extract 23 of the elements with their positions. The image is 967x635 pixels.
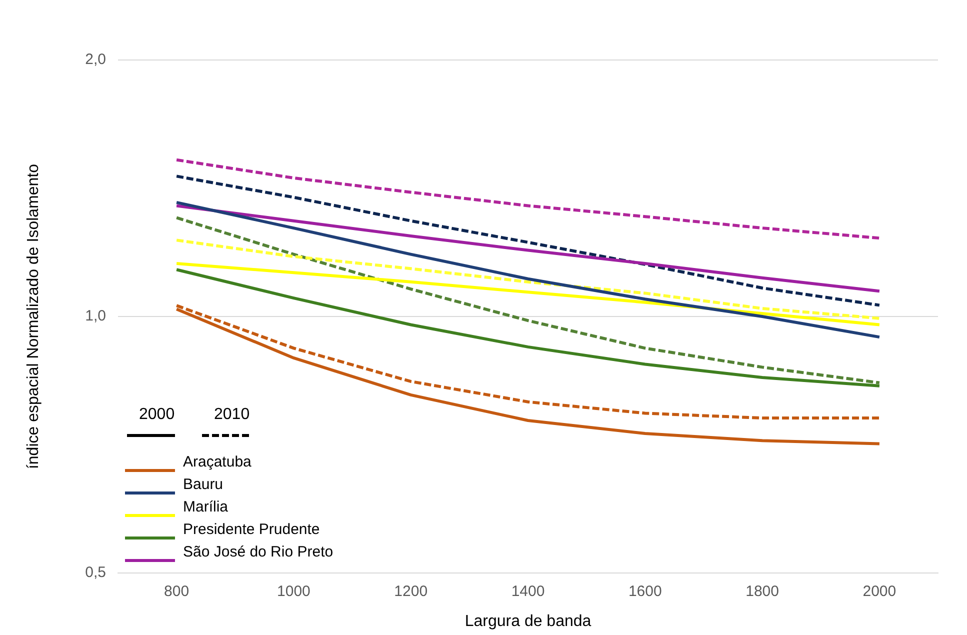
line-series [175,158,881,240]
x-tick-label: 1600 [628,583,662,600]
legend-label: Bauru [183,476,224,494]
annotation: 2010 [214,406,250,423]
line-series [175,216,881,384]
x-axis-title: Largura de banda [464,612,592,630]
annotation: 2000 [139,406,175,423]
legend-label: São José do Rio Preto [183,544,334,561]
y-tick-label: 2,0 [85,51,106,68]
y-tick-label: 1,0 [85,308,106,325]
line-series [175,174,881,307]
x-tick-label: 2000 [862,583,896,600]
line-series [175,238,881,320]
y-axis-title: índice espacial Normalizado de Isolamento [25,164,42,470]
x-tick-label: 800 [164,583,190,600]
legend-label: Araçatuba [183,454,252,471]
x-tick-label: 1400 [511,583,545,600]
x-tick-label: 1000 [277,583,310,600]
y-tick-label: 0,5 [85,564,106,582]
x-tick-label: 1200 [394,583,428,600]
legend-label: Marília [183,498,229,516]
legend-label: Presidente Prudente [183,521,320,538]
x-tick-label: 1800 [746,583,779,600]
